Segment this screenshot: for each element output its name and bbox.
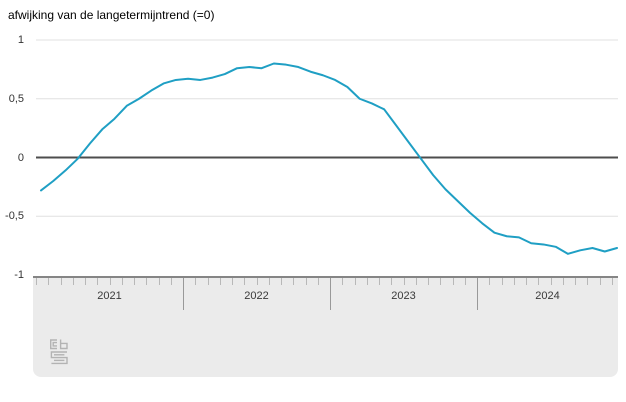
month-tick	[501, 278, 503, 285]
month-tick	[366, 278, 368, 285]
month-tick	[97, 278, 99, 285]
month-tick	[354, 278, 356, 285]
month-tick	[575, 278, 576, 285]
x-axis-year-label: 2024	[535, 290, 560, 302]
month-tick	[526, 278, 527, 285]
month-tick	[281, 278, 282, 285]
month-tick	[109, 278, 111, 285]
month-tick	[72, 278, 74, 285]
month-tick	[170, 278, 172, 285]
month-tick	[550, 278, 552, 285]
month-tick	[48, 278, 50, 285]
month-tick	[121, 278, 123, 285]
month-tick	[317, 278, 319, 285]
y-axis-tick-label: 1	[17, 34, 24, 46]
month-tick	[513, 278, 515, 285]
x-axis-year-label: 2021	[97, 290, 122, 302]
month-tick	[379, 278, 380, 285]
month-tick	[232, 278, 233, 285]
month-tick	[403, 278, 405, 285]
month-tick	[134, 278, 135, 285]
month-tick	[146, 278, 148, 285]
month-tick	[538, 278, 540, 285]
month-tick	[599, 278, 601, 285]
month-tick	[562, 278, 564, 285]
month-tick	[464, 278, 466, 285]
month-tick	[391, 278, 393, 285]
month-tick	[452, 278, 454, 285]
month-tick	[293, 278, 295, 285]
month-tick	[342, 278, 344, 285]
month-tick	[268, 278, 270, 285]
month-tick	[256, 278, 258, 285]
month-tick	[36, 278, 37, 285]
trend-deviation-line	[40, 62, 618, 255]
cbs-logo-glyph	[50, 339, 68, 365]
y-axis-tick-label: -1	[14, 269, 24, 281]
month-tick	[611, 278, 613, 285]
month-tick	[219, 278, 221, 285]
month-tick	[244, 278, 246, 285]
y-axis-tick-label: -0,5	[5, 210, 24, 223]
cbs-logo	[48, 338, 70, 370]
month-tick	[415, 278, 417, 285]
x-axis-panel: 2021 2022 2023 2024	[33, 276, 618, 377]
year-separator-tick	[183, 278, 184, 310]
chart-title: afwijking van de langetermijntrend (=0)	[8, 8, 215, 22]
month-tick	[489, 278, 491, 285]
x-axis-year-label: 2023	[391, 290, 416, 302]
year-separator-tick	[477, 278, 478, 310]
month-tick	[428, 278, 429, 285]
y-axis-tick-label: 0	[17, 151, 24, 164]
month-tick	[85, 278, 86, 285]
month-tick	[440, 278, 442, 285]
year-separator-tick	[330, 278, 331, 310]
month-tick	[158, 278, 160, 285]
month-tick	[305, 278, 307, 285]
month-tick	[195, 278, 197, 285]
month-tick	[207, 278, 209, 285]
x-axis-year-label: 2022	[244, 290, 269, 302]
month-tick	[60, 278, 62, 285]
y-axis-tick-label: 0,5	[8, 92, 24, 105]
month-tick	[587, 278, 589, 285]
